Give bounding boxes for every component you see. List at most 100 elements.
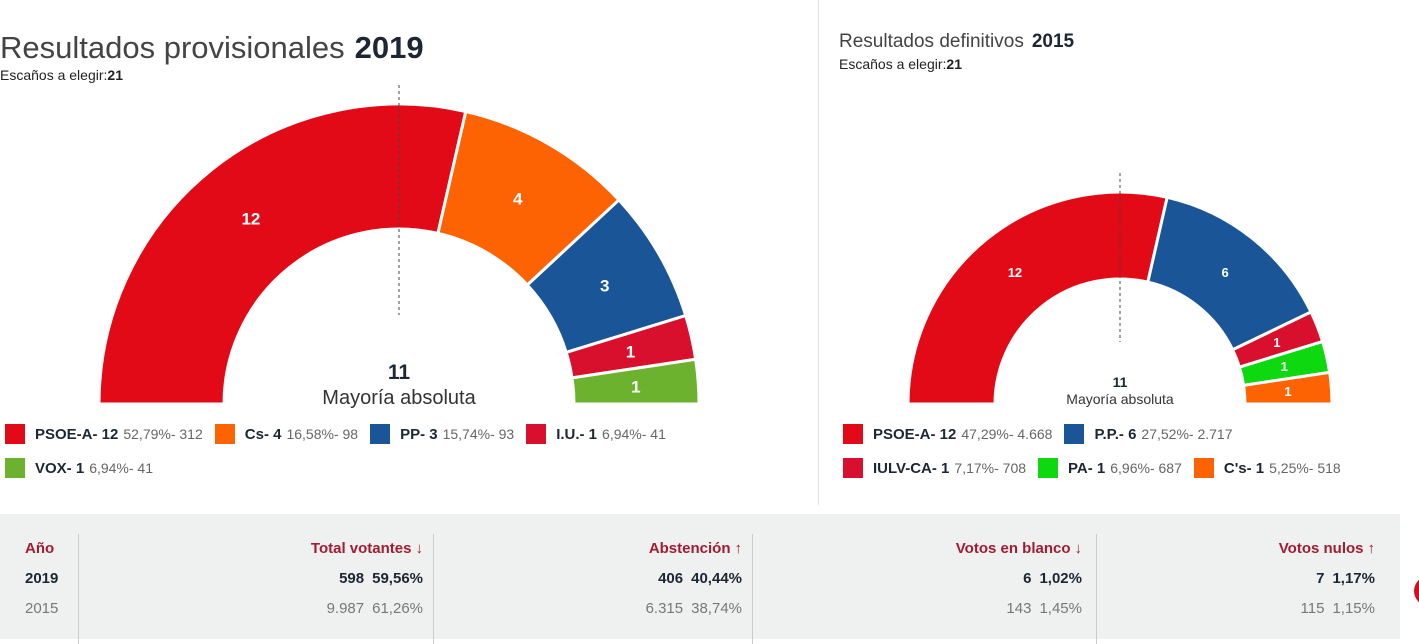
- value: 406: [658, 570, 684, 587]
- value: 7: [1316, 570, 1325, 587]
- legend-item-cs[interactable]: Cs- 4 16,58%- 98: [214, 424, 359, 444]
- percent: 1,02%: [1039, 570, 1082, 587]
- legend-party-seats: IULV-CA- 1: [873, 459, 950, 477]
- col-total-voters: Total votantes ↓ 598 59,56% 9.987 61,26%: [78, 534, 423, 644]
- seat-count-label-psoe-a: 12: [1008, 265, 1022, 280]
- legend-item-p-p[interactable]: P.P.- 6 27,52%- 2.717: [1064, 424, 1233, 444]
- header-year: Año: [25, 540, 55, 557]
- legend-swatch: [843, 458, 863, 478]
- cell-null-2015: 115 1,15%: [1097, 594, 1375, 624]
- seats-to-elect-2015: Escaños a elegir:21: [839, 56, 962, 72]
- value: 6: [1023, 570, 1032, 587]
- arrow-up-icon: ↑: [734, 540, 743, 557]
- legend-percent-votes: 6,94%- 41: [89, 460, 154, 476]
- legend-2015: PSOE-A- 12 47,29%- 4.668 P.P.- 6 27,52%- 2.…: [843, 424, 1403, 478]
- legend-2019: PSOE-A- 12 52,79%- 312 Cs- 4 16,58%- 98 PP- …: [5, 424, 805, 478]
- legend-percent-votes: 7,17%- 708: [954, 460, 1027, 476]
- legend-swatch: [1193, 458, 1214, 478]
- cell-year-2019: 2019: [25, 570, 59, 587]
- majority-label: Mayoría absoluta: [1066, 391, 1174, 407]
- value: 9.987: [326, 600, 365, 617]
- header-blank-votes[interactable]: Votos en blanco ↓: [753, 534, 1082, 564]
- percent: 40,44%: [691, 570, 742, 587]
- value: 598: [339, 570, 365, 587]
- legend-party-seats: PP- 3: [400, 425, 438, 443]
- panel-title-2019: Resultados provisionales 2019: [0, 30, 424, 66]
- seat-count-label-vox: 1: [631, 377, 640, 396]
- col-abstention: Abstención ↑ 406 40,44% 6.315 38,74%: [433, 534, 742, 644]
- legend-item-psoe-a[interactable]: PSOE-A- 12 52,79%- 312: [5, 424, 203, 444]
- panel-title-text: Resultados provisionales: [0, 30, 345, 65]
- results-panel-2015: Resultados definitivos 2015 Escaños a ele…: [818, 0, 1419, 505]
- legend-item-pa[interactable]: PA- 1 6,96%- 687: [1038, 458, 1182, 478]
- results-panel-2019: Resultados provisionales 2019 Escaños a e…: [0, 0, 810, 505]
- panel-year: 2015: [1031, 31, 1075, 52]
- legend-party-seats: VOX- 1: [35, 459, 85, 477]
- seats-value: 21: [107, 67, 123, 83]
- panel-title-text: Resultados definitivos: [839, 31, 1024, 52]
- legend-percent-votes: 15,74%- 93: [442, 426, 515, 442]
- cell-voters-2015: 9.987 61,26%: [79, 594, 423, 624]
- value: 143: [1006, 600, 1032, 617]
- cell-blank-2019: 6 1,02%: [753, 564, 1082, 594]
- seat-arc-psoe-a[interactable]: [906, 190, 1169, 406]
- cell-abstention-2015: 6.315 38,74%: [434, 594, 742, 624]
- legend-item-c-s[interactable]: C's- 1 5,25%- 518: [1193, 458, 1341, 478]
- seat-count-label-psoe-a: 12: [241, 209, 260, 228]
- legend-party-seats: PA- 1: [1068, 459, 1106, 477]
- percent: 38,74%: [691, 600, 742, 617]
- legend-percent-votes: 5,25%- 518: [1269, 460, 1341, 476]
- col-year: Año 2019 2015: [25, 534, 75, 644]
- seat-arc-vox[interactable]: [570, 357, 701, 406]
- legend-swatch: [5, 424, 25, 444]
- seat-arc-c-s[interactable]: [1241, 370, 1334, 406]
- legend-percent-votes: 6,94%- 41: [602, 426, 666, 442]
- header-label: Abstención: [648, 540, 731, 557]
- legend-swatch: [1038, 458, 1059, 478]
- legend-party-seats: Cs- 4: [244, 425, 282, 443]
- arrow-down-icon: ↓: [415, 540, 424, 557]
- arrow-down-icon: ↓: [1074, 540, 1083, 557]
- floating-action-icon[interactable]: [1414, 576, 1419, 606]
- seats-label: Escaños a elegir:: [0, 67, 108, 83]
- legend-party-seats: PSOE-A- 12: [873, 425, 957, 443]
- header-null-votes[interactable]: Votos nulos ↑: [1097, 534, 1375, 564]
- percent: 61,26%: [372, 600, 423, 617]
- cell-blank-2015: 143 1,45%: [753, 594, 1082, 624]
- cell-year-2015: 2015: [25, 600, 59, 617]
- col-blank-votes: Votos en blanco ↓ 6 1,02% 143 1,45%: [752, 534, 1082, 644]
- legend-item-iulv-ca[interactable]: IULV-CA- 1 7,17%- 708: [843, 458, 1026, 478]
- seat-count-label-i-u: 1: [626, 342, 635, 361]
- turnout-table: Año 2019 2015 Total votantes ↓ 598 59,56% …: [0, 514, 1400, 644]
- panel-year: 2019: [354, 30, 424, 65]
- legend-item-pp[interactable]: PP- 3 15,74%- 93: [370, 424, 514, 444]
- legend-swatch: [5, 458, 25, 478]
- seat-count-label-c-s: 1: [1284, 384, 1291, 399]
- legend-party-seats: P.P.- 6: [1094, 425, 1137, 443]
- legend-item-vox[interactable]: VOX- 1 6,94%- 41: [5, 458, 153, 478]
- value: 115: [1300, 600, 1325, 617]
- legend-percent-votes: 16,58%- 98: [286, 426, 359, 442]
- legend-item-i-u[interactable]: I.U.- 1 6,94%- 41: [526, 424, 666, 444]
- cell-null-2019: 7 1,17%: [1097, 564, 1375, 594]
- legend-party-seats: PSOE-A- 12: [35, 425, 119, 443]
- legend-swatch: [370, 424, 391, 444]
- panel-title-2015: Resultados definitivos 2015: [839, 31, 1074, 53]
- cell-abstention-2019: 406 40,44%: [434, 564, 742, 594]
- header-abstention[interactable]: Abstención ↑: [434, 534, 742, 564]
- arrow-up-icon: ↑: [1367, 540, 1376, 557]
- seat-arc-psoe-a[interactable]: [97, 102, 468, 406]
- header-label: Total votantes: [310, 540, 412, 557]
- legend-percent-votes: 52,79%- 312: [123, 426, 203, 442]
- legend-swatch: [214, 424, 235, 444]
- majority-label: Mayoría absoluta: [322, 387, 476, 409]
- header-total-voters[interactable]: Total votantes ↓: [79, 534, 423, 564]
- seat-count-label-iulv-ca: 1: [1273, 335, 1280, 350]
- col-null-votes: Votos nulos ↑ 7 1,17% 115 1,15%: [1096, 534, 1375, 644]
- legend-item-psoe-a[interactable]: PSOE-A- 12 47,29%- 4.668: [843, 424, 1052, 444]
- seat-count-label-pp: 3: [600, 276, 609, 295]
- legend-party-seats: C's- 1: [1223, 459, 1265, 477]
